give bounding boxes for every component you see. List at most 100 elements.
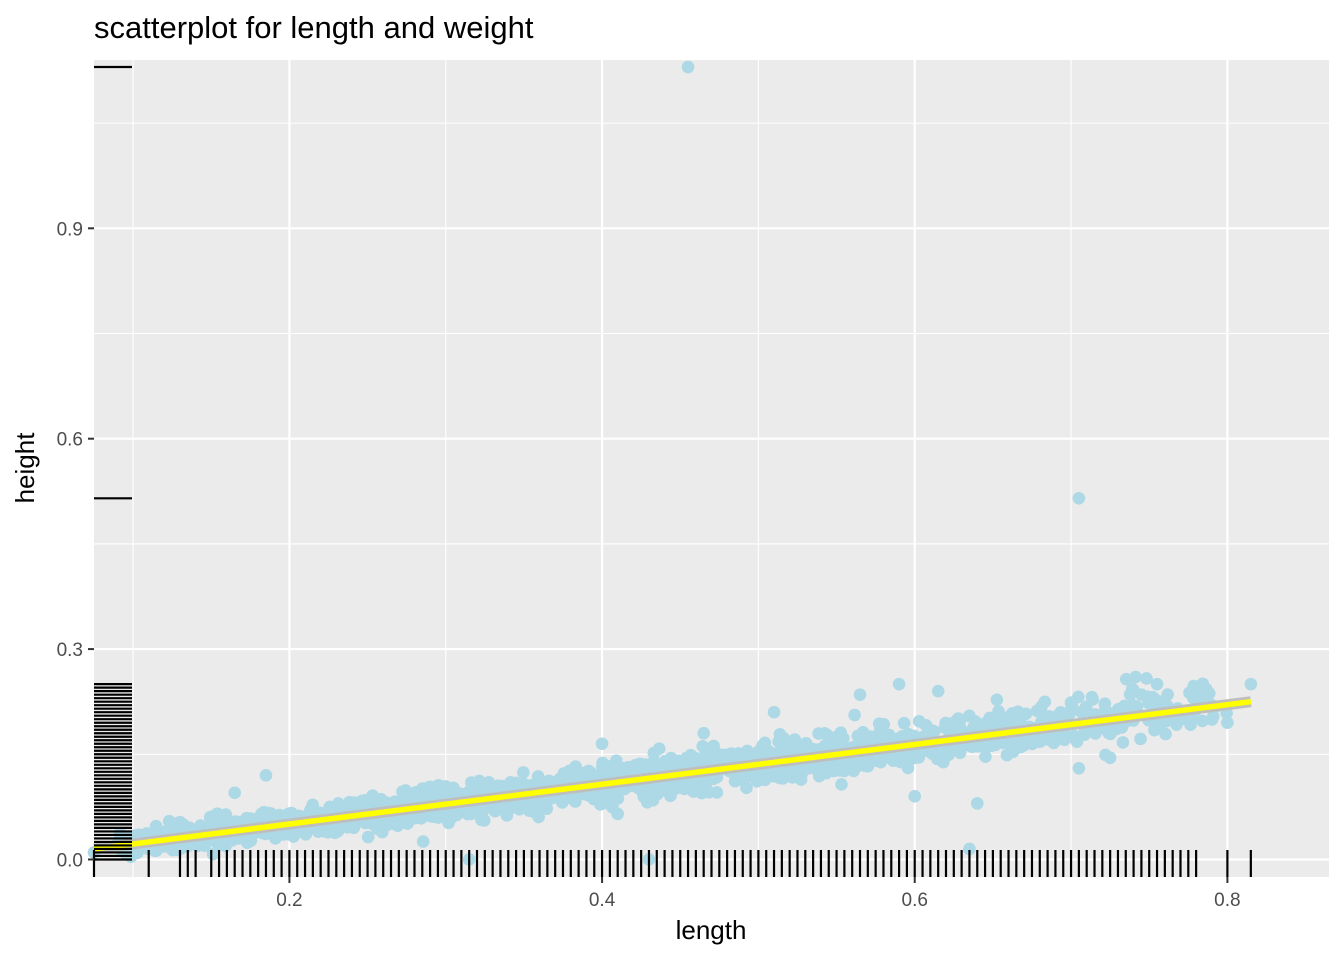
- x-axis-title: length: [676, 915, 747, 945]
- data-point: [783, 766, 797, 779]
- outlier-point: [892, 677, 906, 691]
- fit-line: [93, 698, 1252, 852]
- data-point: [517, 766, 530, 779]
- data-point: [740, 781, 753, 795]
- data-point: [1170, 718, 1183, 731]
- data-point: [872, 717, 886, 730]
- outlier-point: [908, 790, 922, 803]
- data-point: [1000, 748, 1014, 762]
- outlier-point: [611, 807, 625, 821]
- data-point: [752, 767, 766, 781]
- outlier-point: [1103, 751, 1117, 765]
- data-point: [206, 847, 220, 861]
- data-point: [856, 726, 870, 739]
- data-point: [1159, 727, 1172, 741]
- data-point: [537, 798, 550, 812]
- data-point: [992, 705, 1005, 718]
- data-point: [804, 761, 817, 774]
- outlier-point: [697, 726, 710, 740]
- outlier-point: [970, 797, 984, 810]
- data-point: [244, 834, 258, 848]
- data-point: [758, 736, 772, 750]
- data-point: [927, 725, 941, 738]
- outlier-point: [931, 684, 945, 698]
- data-point: [1011, 705, 1025, 718]
- data-point: [1116, 736, 1130, 749]
- data-point: [413, 789, 426, 802]
- data-point: [321, 825, 335, 839]
- data-point: [936, 755, 950, 769]
- outlier-point: [1221, 716, 1234, 730]
- data-point: [1085, 690, 1099, 704]
- outlier-point: [1150, 677, 1164, 691]
- data-point: [391, 819, 405, 832]
- data-point: [601, 759, 614, 773]
- data-point: [1059, 707, 1072, 721]
- data-point: [1038, 695, 1052, 709]
- chart-title: scatterplot for length and weight: [94, 10, 534, 45]
- data-point: [1146, 697, 1160, 710]
- data-point: [1140, 672, 1153, 685]
- data-point: [1206, 710, 1220, 723]
- outlier-point: [1072, 492, 1086, 505]
- data-point: [1184, 718, 1197, 732]
- data-point: [699, 747, 713, 761]
- data-point: [968, 719, 982, 732]
- data-point: [652, 742, 666, 756]
- data-point: [774, 765, 788, 778]
- data-point: [423, 780, 436, 794]
- data-point: [333, 798, 346, 812]
- data-point: [695, 786, 708, 800]
- data-point: [371, 822, 384, 836]
- outlier-point: [1072, 762, 1086, 775]
- data-point: [500, 809, 514, 822]
- data-point: [897, 716, 911, 730]
- outlier-point: [681, 60, 695, 74]
- data-point: [828, 731, 842, 744]
- y-tick-label: 0.9: [57, 219, 83, 240]
- data-point: [640, 760, 653, 773]
- outlier-point: [1244, 677, 1258, 691]
- y-axis: 0.0 0.3 0.6 0.9: [57, 219, 94, 871]
- data-point: [1189, 690, 1203, 703]
- data-point: [416, 835, 430, 848]
- data-point: [979, 750, 992, 763]
- data-point: [1098, 697, 1112, 711]
- outlier-point: [595, 737, 609, 751]
- data-point: [1134, 732, 1147, 746]
- data-point: [361, 830, 375, 844]
- data-point: [1102, 726, 1115, 740]
- data-point: [444, 812, 458, 825]
- data-point: [847, 764, 860, 778]
- outlier-point: [1135, 688, 1148, 701]
- outlier-point: [228, 786, 241, 800]
- data-point: [323, 800, 337, 814]
- data-point: [474, 804, 488, 817]
- data-point: [912, 751, 926, 764]
- data-point: [523, 804, 536, 817]
- x-axis: 0.2 0.4 0.6 0.8: [276, 877, 1241, 911]
- data-point: [799, 737, 813, 750]
- y-axis-title: height: [10, 432, 40, 504]
- outlier-point: [259, 769, 273, 782]
- data-point: [1067, 731, 1081, 744]
- data-point: [813, 762, 826, 776]
- y-tick-label: 0.3: [57, 640, 83, 661]
- data-point: [1072, 690, 1085, 704]
- data-point: [896, 729, 909, 743]
- data-point: [477, 814, 491, 827]
- outlier-point: [853, 688, 867, 701]
- data-point: [1129, 670, 1142, 684]
- y-rug: [94, 65, 132, 861]
- y-tick-label: 0.0: [57, 850, 83, 871]
- data-point: [835, 778, 848, 791]
- data-point: [868, 754, 882, 767]
- x-tick-label: 0.2: [276, 890, 302, 911]
- data-point: [439, 780, 452, 793]
- y-tick-label: 0.6: [57, 430, 83, 451]
- minor-gridlines: [94, 60, 1329, 877]
- regression-fit: [93, 696, 1252, 855]
- data-point: [990, 693, 1004, 707]
- data-point: [563, 764, 576, 778]
